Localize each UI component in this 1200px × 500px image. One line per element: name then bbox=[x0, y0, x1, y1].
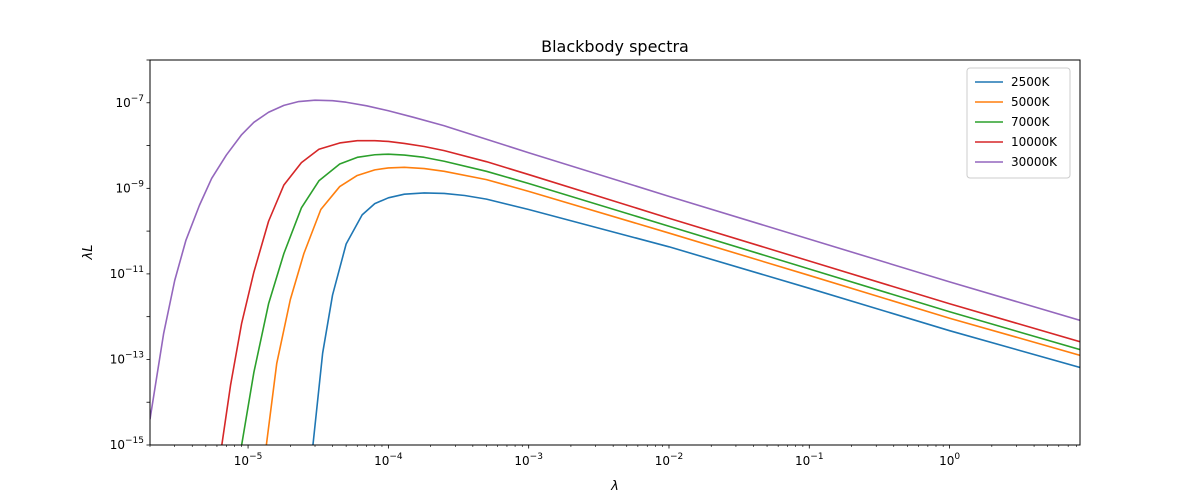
series-line-10000K bbox=[221, 139, 1080, 445]
x-tick-label: 10−4 bbox=[374, 452, 403, 468]
x-axis: 10−5 10−4 10−3 10−2 10−1 100 bbox=[149, 445, 1077, 468]
y-tick-label: 10−13 bbox=[110, 350, 144, 366]
y-axis: 10−15 10−13 10−11 10−9 10−7 bbox=[110, 59, 150, 452]
series-line-30000K bbox=[150, 99, 1080, 420]
y-tick-label: 10−15 bbox=[110, 436, 144, 452]
x-tick-label: 10−3 bbox=[514, 452, 543, 468]
series-line-2500K bbox=[312, 192, 1080, 445]
legend-box bbox=[966, 67, 1071, 179]
series-line-5000K bbox=[265, 166, 1080, 445]
legend-label-2500K: 2500K bbox=[1011, 75, 1051, 89]
legend-label-5000K: 5000K bbox=[1011, 95, 1051, 109]
y-tick-label: 10−11 bbox=[110, 265, 144, 281]
x-tick-label: 10−5 bbox=[234, 452, 263, 468]
legend: 2500K 5000K 7000K 10000K 30000K bbox=[966, 67, 1071, 179]
legend-label-10000K: 10000K bbox=[1011, 135, 1058, 149]
series-layer bbox=[150, 99, 1080, 445]
y-tick-label: 10−7 bbox=[115, 94, 144, 110]
x-axis-label: λ bbox=[610, 479, 619, 494]
y-tick-label: 10−9 bbox=[115, 179, 144, 195]
series-line-7000K bbox=[240, 153, 1080, 445]
legend-label-7000K: 7000K bbox=[1011, 115, 1051, 129]
legend-label-30000K: 30000K bbox=[1011, 155, 1058, 169]
x-tick-label: 10−2 bbox=[655, 452, 684, 468]
plot-frame bbox=[149, 59, 1081, 446]
chart-title: Blackbody spectra bbox=[541, 37, 689, 56]
y-axis-label: λL bbox=[81, 245, 96, 261]
x-tick-label: 100 bbox=[939, 452, 960, 468]
x-tick-label: 10−1 bbox=[795, 452, 824, 468]
